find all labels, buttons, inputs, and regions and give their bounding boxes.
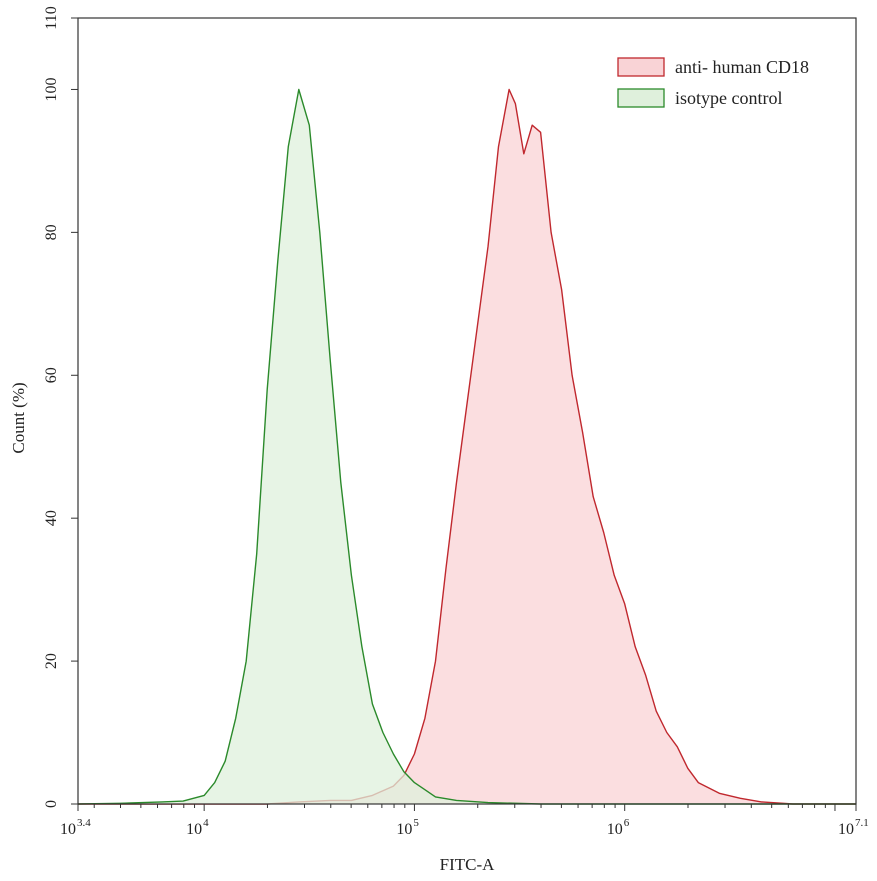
plot-frame	[77, 17, 857, 805]
legend-label-1: anti- human CD18	[675, 57, 809, 77]
legend-swatch-2	[617, 88, 665, 108]
y-tick-label: 20	[43, 653, 60, 669]
series-area-2	[78, 89, 856, 804]
x-tick-label: 10	[607, 821, 623, 838]
x-tick-label: 10	[396, 821, 412, 838]
x-tick-exponent: 5	[413, 817, 419, 829]
series-layer	[77, 88, 856, 805]
y-tick-label: 100	[43, 77, 60, 101]
legend-label-2: isotype control	[675, 88, 782, 108]
x-tick-exponent: 6	[624, 817, 630, 829]
y-axis-title: Count (%)	[9, 382, 28, 453]
x-axis-title: FITC-A	[440, 855, 496, 874]
y-tick-label: 110	[43, 6, 60, 29]
legend-swatch-1	[617, 57, 665, 77]
legend: anti- human CD18 isotype control	[617, 57, 809, 108]
y-tick-label: 60	[43, 367, 60, 383]
series-area-1	[78, 89, 856, 804]
y-tick-label: 80	[43, 224, 60, 240]
x-tick-exponent: 4	[203, 817, 209, 829]
x-tick-label: 10	[186, 821, 202, 838]
x-tick-exponent: 7.1	[855, 817, 869, 829]
y-tick-label: 0	[43, 800, 60, 808]
x-tick-label: 10	[60, 821, 76, 838]
y-tick-label: 40	[43, 510, 60, 526]
x-tick-exponent: 3.4	[77, 817, 91, 829]
series-line-2	[77, 88, 856, 805]
x-tick-label: 10	[838, 821, 854, 838]
